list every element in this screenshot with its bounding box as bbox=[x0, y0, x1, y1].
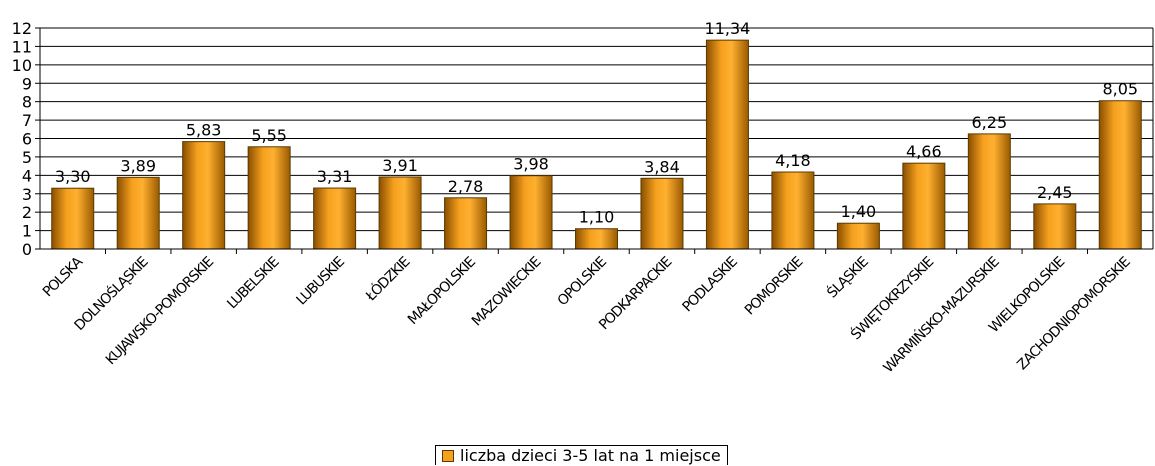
x-tick-label: WARMIŃSKO-MAZURSKIE bbox=[879, 253, 1002, 376]
bar bbox=[378, 176, 422, 250]
x-tick-label: PODLASKIE bbox=[679, 254, 740, 315]
bar bbox=[640, 177, 684, 250]
gridlines bbox=[40, 27, 1153, 250]
legend-label: liczba dzieci 3-5 lat na 1 miejsce bbox=[460, 446, 721, 465]
data-label: 1,10 bbox=[579, 208, 615, 227]
legend: liczba dzieci 3-5 lat na 1 miejsce bbox=[435, 445, 728, 465]
y-tick-label: 10 bbox=[12, 56, 32, 75]
x-tick-label: POMORSKIE bbox=[742, 254, 806, 318]
y-tick-label: 9 bbox=[22, 74, 32, 93]
data-label: 3,84 bbox=[644, 157, 680, 176]
bar bbox=[705, 39, 749, 250]
bar bbox=[247, 146, 291, 250]
bar bbox=[313, 187, 357, 250]
x-tick-label: MAZOWIECKIE bbox=[469, 254, 544, 329]
bar bbox=[1033, 203, 1077, 250]
y-tick-label: 4 bbox=[22, 166, 32, 185]
x-tick-label: LUBUSKIE bbox=[294, 254, 348, 308]
data-label: 2,45 bbox=[1037, 183, 1073, 202]
x-tick-label: OPOLSKIE bbox=[555, 254, 610, 309]
bar bbox=[836, 222, 880, 250]
data-label: 3,30 bbox=[55, 167, 91, 186]
y-tick-label: 11 bbox=[12, 37, 32, 56]
bar bbox=[575, 228, 618, 250]
data-label: 2,78 bbox=[448, 177, 484, 196]
data-label: 4,18 bbox=[775, 151, 811, 170]
y-tick-label: 12 bbox=[12, 19, 32, 38]
bar bbox=[444, 197, 488, 250]
bar bbox=[902, 162, 946, 250]
data-label: 1,40 bbox=[841, 202, 877, 221]
x-tick-label: ŁÓDZKIE bbox=[361, 253, 413, 305]
x-tick-label: LUBELSKIE bbox=[224, 254, 282, 312]
y-tick-label: 0 bbox=[22, 240, 32, 259]
data-label: 3,98 bbox=[513, 155, 549, 174]
data-label: 6,25 bbox=[972, 113, 1008, 132]
x-tick-label: POLSKA bbox=[40, 254, 87, 301]
bars bbox=[51, 39, 1142, 250]
bar bbox=[509, 175, 553, 250]
legend-swatch bbox=[442, 449, 454, 462]
data-label: 3,31 bbox=[317, 167, 353, 186]
data-label: 4,66 bbox=[906, 142, 942, 161]
bar bbox=[116, 176, 160, 250]
data-label: 8,05 bbox=[1102, 80, 1138, 99]
bar bbox=[771, 171, 815, 250]
bar bbox=[967, 133, 1011, 250]
data-label: 11,34 bbox=[705, 19, 751, 38]
bar bbox=[51, 187, 95, 250]
y-tick-label: 1 bbox=[22, 222, 32, 241]
x-tick-label: KUJAWSKO-POMORSKIE bbox=[103, 254, 217, 368]
data-label: 5,83 bbox=[186, 121, 222, 140]
data-label: 3,89 bbox=[120, 156, 156, 175]
y-tick-label: 8 bbox=[22, 93, 32, 112]
y-tick-label: 3 bbox=[22, 185, 32, 204]
data-label: 3,91 bbox=[382, 156, 418, 175]
y-tick-label: 6 bbox=[22, 130, 32, 149]
x-tick-label: MAŁOPOLSKIE bbox=[405, 254, 479, 328]
x-tick-label: ŚLĄSKIE bbox=[823, 253, 871, 301]
bar bbox=[182, 141, 226, 250]
y-tick-label: 2 bbox=[22, 203, 32, 222]
data-label: 5,55 bbox=[251, 126, 287, 145]
y-tick-label: 7 bbox=[22, 111, 32, 130]
x-tick-label: ZACHODNIOPOMORSKIE bbox=[1014, 254, 1133, 373]
data-labels: 3,30 3,89 5,83 5,55 3,31 3,91 2,78 3,98 1,10 3,84… bbox=[55, 19, 1138, 227]
y-tick-label: 5 bbox=[22, 148, 32, 167]
bar bbox=[1098, 100, 1142, 250]
